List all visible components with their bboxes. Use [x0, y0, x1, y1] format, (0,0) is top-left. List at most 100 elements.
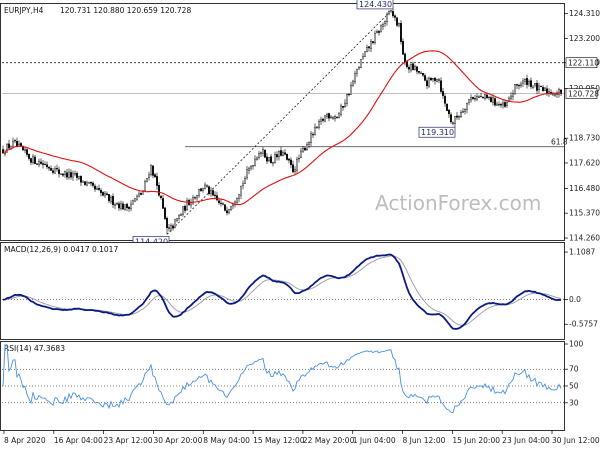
- candle-body: [260, 152, 262, 154]
- candle-body: [312, 134, 314, 136]
- candle-body: [320, 119, 322, 122]
- candle-body: [84, 181, 86, 185]
- candle-body: [516, 84, 518, 86]
- candle-body: [220, 202, 222, 204]
- candle-body: [452, 122, 454, 124]
- candle-body: [546, 88, 548, 94]
- moving-average-line: [2, 50, 561, 206]
- candle-body: [356, 69, 358, 74]
- candle-body: [400, 23, 402, 42]
- candle-body: [164, 207, 166, 219]
- candle-body: [504, 102, 506, 107]
- candle-body: [454, 116, 456, 124]
- candle-body: [224, 204, 226, 211]
- candle-body: [100, 190, 102, 193]
- candle-body: [288, 158, 290, 161]
- candle-body: [98, 188, 100, 190]
- candle-body: [214, 194, 216, 197]
- candle-body: [90, 181, 92, 184]
- candle-body: [236, 198, 238, 203]
- candle-body: [266, 156, 268, 162]
- time-tick-label: 16 Apr 04:00: [54, 436, 103, 445]
- candle-body: [412, 63, 414, 70]
- candle-body: [472, 97, 474, 99]
- candle-body: [536, 82, 538, 91]
- candle-body: [332, 117, 334, 119]
- candle-body: [66, 172, 68, 178]
- time-tick-label: 8 Jun 12:00: [403, 436, 446, 445]
- candle-body: [118, 203, 120, 209]
- candle-body: [16, 141, 18, 147]
- candle-body: [158, 185, 160, 196]
- candle-body: [556, 93, 558, 95]
- candle-body: [248, 167, 250, 171]
- candle-body: [232, 203, 234, 207]
- candle-body: [54, 168, 56, 174]
- candle-body: [394, 15, 396, 18]
- macd-tick-label: -0.5757: [569, 320, 598, 329]
- candle-body: [40, 161, 42, 164]
- candle-body: [92, 182, 94, 186]
- candle-body: [336, 116, 338, 118]
- candle-body: [466, 102, 468, 110]
- time-tick-label: 22 May 20:00: [303, 436, 355, 445]
- candle-body: [128, 206, 130, 209]
- candle-body: [352, 80, 354, 87]
- candle-body: [198, 189, 200, 196]
- candle-body: [238, 194, 240, 199]
- candle-body: [388, 10, 390, 15]
- candle-body: [44, 163, 46, 165]
- candle-body: [258, 153, 260, 158]
- macd-main-line: [2, 253, 562, 330]
- candle-body: [362, 56, 364, 60]
- candle-body: [384, 21, 386, 24]
- candle-body: [354, 73, 356, 83]
- candle-body: [216, 195, 218, 201]
- candle-body: [396, 17, 398, 26]
- candle-body: [140, 193, 142, 195]
- candle-body: [382, 23, 384, 27]
- candle-body: [210, 190, 212, 194]
- candle-body: [290, 159, 292, 165]
- candle-body: [350, 84, 352, 95]
- time-tick-label: 30 Jun 12:00: [552, 436, 600, 445]
- candle-body: [376, 31, 378, 34]
- candle-body: [436, 79, 438, 82]
- candle-body: [154, 174, 156, 178]
- candle-body: [222, 203, 224, 205]
- candle-body: [262, 149, 264, 154]
- candle-body: [496, 103, 498, 106]
- candle-body: [250, 166, 252, 169]
- candle-body: [296, 159, 298, 171]
- candle-body: [142, 190, 144, 195]
- candle-body: [226, 210, 228, 214]
- price-annotation-label: 124.430: [359, 0, 392, 9]
- candle-body: [80, 175, 82, 183]
- candle-body: [280, 150, 282, 156]
- candle-body: [538, 85, 540, 90]
- candle-body: [132, 200, 134, 205]
- candle-body: [274, 154, 276, 163]
- candle-body: [348, 94, 350, 96]
- price-grid: 61.8: [2, 10, 568, 235]
- macd-title: MACD(12,26,9) 0.0417 0.1017: [4, 245, 118, 254]
- candle-body: [560, 89, 562, 94]
- candle-body: [162, 198, 164, 209]
- candle-body: [330, 116, 332, 119]
- candle-body: [176, 218, 178, 221]
- price-panel: EURJPY,H4 120.731 120.880 120.659 120.72…: [0, 0, 600, 247]
- candle-body: [116, 203, 118, 205]
- candle-body: [328, 113, 330, 119]
- price-axis: 124.310123.200122.110120.950118.730117.6…: [564, 9, 600, 243]
- candle-body: [326, 113, 328, 117]
- candle-body: [398, 22, 400, 26]
- candle-body: [168, 227, 170, 229]
- candle-body: [442, 91, 444, 96]
- candle-body: [172, 225, 174, 229]
- candle-body: [370, 41, 372, 49]
- candle-body: [422, 72, 424, 76]
- candle-body: [558, 89, 560, 95]
- candle-body: [484, 94, 486, 99]
- candle-body: [96, 188, 98, 190]
- candle-body: [432, 77, 434, 80]
